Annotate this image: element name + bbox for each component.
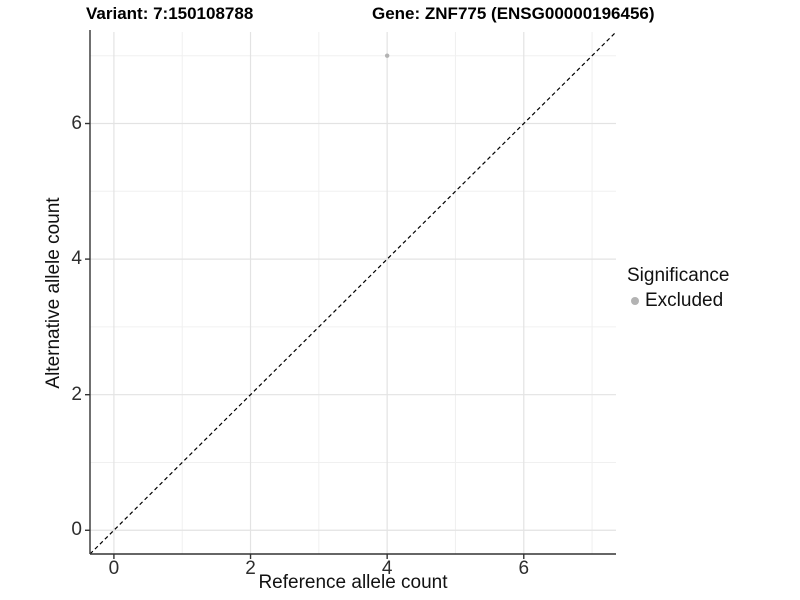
y-tick-label: 0 <box>71 519 82 541</box>
x-tick-label: 2 <box>245 558 256 579</box>
legend-item-excluded: Excluded <box>627 290 729 312</box>
identity-dashed-line <box>89 31 617 555</box>
y-tick-label: 6 <box>71 112 82 134</box>
legend-title: Significance <box>627 265 730 286</box>
legend: Significance Excluded <box>627 265 729 312</box>
plot-title-gene: Gene: ZNF775 (ENSG00000196456) <box>372 4 655 23</box>
legend-item-label: Excluded <box>645 290 724 311</box>
x-tick-label: 6 <box>518 558 530 579</box>
data-point <box>384 53 390 58</box>
y-tick-label: 4 <box>71 248 82 270</box>
plot-title-variant: Variant: 7:150108788 <box>86 4 254 23</box>
excluded-point-swatch <box>631 297 639 305</box>
y-axis-title: Alternative allele count <box>43 197 64 389</box>
x-tick-label: 0 <box>108 558 120 579</box>
x-tick-label: 4 <box>381 558 393 579</box>
x-axis-title: Reference allele count <box>258 572 448 593</box>
y-tick-label: 2 <box>71 383 82 405</box>
